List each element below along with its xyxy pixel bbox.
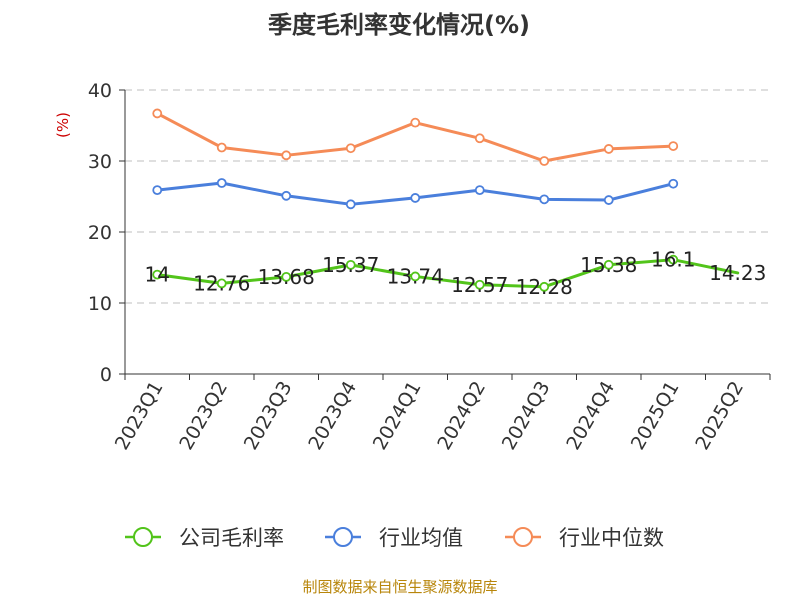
legend-label: 公司毛利率 xyxy=(179,526,284,550)
x-tick-label: 2025Q1 xyxy=(627,378,684,454)
series-point xyxy=(281,271,292,282)
legend: 公司毛利率 行业均值 行业中位数 xyxy=(125,526,664,550)
y-tick-label: 30 xyxy=(88,151,112,173)
data-label: 14.23 xyxy=(709,261,766,285)
series-lines xyxy=(152,108,740,292)
series-point xyxy=(345,259,356,270)
legend-marker xyxy=(133,527,153,547)
series-point xyxy=(603,259,614,270)
x-tick-label: 2024Q3 xyxy=(498,378,555,454)
source-note: 制图数据来自恒生聚源数据库 xyxy=(302,578,497,596)
series-point xyxy=(281,150,292,161)
data-label: 14 xyxy=(145,263,170,287)
x-tick-label: 2024Q1 xyxy=(369,378,426,454)
series-line-0 xyxy=(155,258,740,289)
series-point xyxy=(668,254,679,265)
series-point xyxy=(539,156,550,166)
series-point xyxy=(345,199,356,210)
series-point xyxy=(216,178,227,188)
x-tick-label: 2024Q2 xyxy=(433,378,490,454)
chart-title: 季度毛利率变化情况(%) xyxy=(268,11,530,39)
series-point xyxy=(603,144,614,154)
data-label: 15.38 xyxy=(580,253,637,277)
series-point xyxy=(410,117,421,128)
x-tick-label: 2023Q4 xyxy=(304,378,361,454)
y-tick-label: 0 xyxy=(100,364,112,386)
data-label: 15.37 xyxy=(322,253,379,277)
series-point xyxy=(216,278,227,289)
x-tick-label: 2025Q2 xyxy=(691,378,748,454)
series-point xyxy=(152,108,163,119)
series-point xyxy=(410,271,421,282)
data-label: 13.74 xyxy=(387,264,444,288)
series-point xyxy=(603,195,614,205)
series-point xyxy=(539,194,550,205)
series-point xyxy=(216,142,227,153)
data-label: 12.28 xyxy=(516,275,573,299)
y-tick-label: 40 xyxy=(88,80,112,102)
series-point xyxy=(152,185,163,196)
legend-label: 行业中位数 xyxy=(559,526,664,550)
series-point xyxy=(668,141,679,151)
x-tick-label: 2023Q2 xyxy=(175,378,232,454)
y-axis-label: (%) xyxy=(54,112,72,138)
data-label: 12.57 xyxy=(451,273,508,297)
legend-marker xyxy=(333,527,353,547)
series-point xyxy=(152,269,163,280)
series-point xyxy=(668,178,679,189)
series-point xyxy=(474,185,485,196)
series-point xyxy=(345,143,356,154)
data-label: 13.68 xyxy=(258,265,315,289)
data-labels: 14 12.76 13.68 15.37 13.74 12.57 12.28 15.38 16.… xyxy=(145,248,767,299)
series-point xyxy=(281,190,292,201)
x-tick-label: 2023Q1 xyxy=(111,378,168,454)
series-point xyxy=(474,279,485,290)
legend-marker xyxy=(513,527,533,547)
x-tick-label: 2023Q3 xyxy=(240,378,297,454)
data-label: 16.1 xyxy=(651,248,696,272)
series-point xyxy=(474,133,485,144)
data-label: 12.76 xyxy=(193,271,250,295)
series-point xyxy=(410,193,421,203)
series-point xyxy=(539,281,550,292)
y-tick-label: 20 xyxy=(88,222,112,244)
x-tick-label: 2024Q4 xyxy=(562,378,619,454)
y-tick-label: 10 xyxy=(88,293,112,315)
legend-label: 行业均值 xyxy=(379,526,463,550)
